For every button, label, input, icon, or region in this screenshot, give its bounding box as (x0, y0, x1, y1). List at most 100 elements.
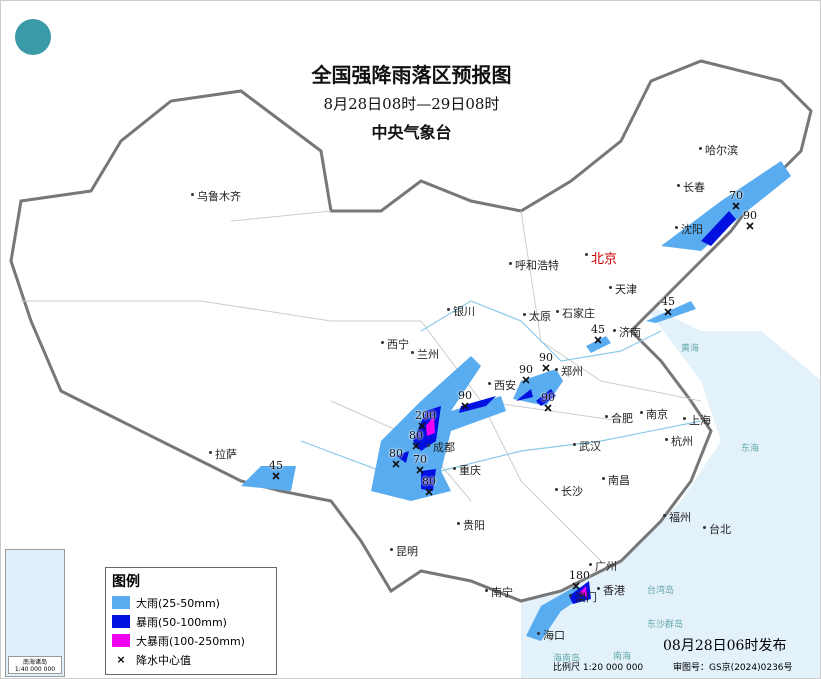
province-borders (21, 210, 702, 562)
map-title: 全国强降雨落区预报图 (311, 63, 512, 87)
cross-icon (272, 472, 280, 480)
city-label: 南宁 (485, 586, 513, 599)
city-label: 石家庄 (556, 307, 595, 320)
legend-item-torrential: 大暴雨(100-250mm) (112, 631, 276, 650)
city-label: 香港 (597, 584, 625, 597)
rain-center-value: 200 (415, 409, 436, 422)
rain-center-value: 90 (743, 209, 757, 222)
rain-center-value: 80 (409, 429, 423, 442)
legend-title: 图例 (112, 574, 140, 590)
torrential-rain-areas (426, 416, 587, 597)
city-label: 广州 (589, 560, 617, 573)
city-label: 上海 (683, 414, 711, 427)
issuer: 中央气象台 (371, 123, 452, 142)
city-label: 福州 (663, 511, 691, 524)
city-label: 西宁 (381, 338, 409, 351)
forecast-period: 8月28日08时—29日08时 (323, 95, 500, 113)
city-label: 合肥 (605, 412, 633, 425)
rain-center-value: 90 (539, 351, 553, 364)
city-label: 南京 (640, 408, 668, 421)
legend-item-center: × 降水中心值 (112, 650, 276, 669)
legend-label: 暴雨(50-100mm) (136, 615, 227, 629)
rain-center-value: 180 (569, 569, 590, 582)
city-label: 重庆 (453, 464, 481, 477)
rain-center-value: 90 (519, 363, 533, 376)
city-label: 武汉 (573, 440, 601, 453)
cross-icon (412, 442, 420, 450)
rain-center-value: 80 (422, 475, 436, 488)
legend: 图例 大雨(25-50mm) 暴雨(50-100mm) 大暴雨(100-250m… (105, 567, 277, 675)
cross-icon (418, 422, 426, 430)
geo-label: 东沙群岛 (647, 620, 684, 630)
city-label: 乌鲁木齐 (191, 190, 241, 203)
cross-icon (392, 460, 400, 468)
city-label: 太原 (523, 310, 551, 323)
city-label: 沈阳 (675, 223, 703, 236)
geo-label: 海南岛 (553, 654, 581, 664)
city-label: 天津 (609, 283, 637, 296)
legend-label: 大雨(25-50mm) (136, 596, 220, 610)
cross-icon (416, 466, 424, 474)
city-label: 南昌 (602, 474, 630, 487)
scale-text: 比例尺 1:20 000 000 (553, 663, 644, 673)
cross-icon (594, 336, 602, 344)
city-label: 贵阳 (457, 519, 485, 532)
cross-icon (544, 404, 552, 412)
geo-label: 台湾岛 (647, 586, 675, 596)
cross-icon (572, 582, 580, 590)
city-label: 济南 (613, 326, 641, 339)
city-label: 郑州 (555, 365, 583, 378)
city-label: 银川 (447, 305, 475, 318)
map-review-number: 审图号：GS京(2024)0236号 (673, 663, 793, 673)
city-label: 西安 (488, 379, 516, 392)
issue-time: 08月28日06时发布 (663, 638, 787, 654)
city-label: 长春 (677, 181, 705, 194)
city-label: 长沙 (555, 485, 583, 498)
sea-area (521, 301, 820, 678)
legend-label: 降水中心值 (136, 653, 191, 667)
rain-center-value: 90 (458, 389, 472, 402)
city-label: 杭州 (665, 435, 693, 448)
rainstorm-swatch (112, 615, 130, 628)
cross-icon (425, 488, 433, 496)
cross-icon: × (116, 653, 126, 666)
capital-label: 北京 (584, 248, 617, 267)
rain-center-value: 45 (661, 295, 675, 308)
inset-scale: 1:40 000 000 (14, 666, 56, 673)
city-label: 昆明 (390, 545, 418, 558)
city-label: 呼和浩特 (509, 259, 559, 272)
city-label: 台北 (703, 523, 731, 536)
cross-icon (746, 222, 754, 230)
rain-center-value: 45 (591, 323, 605, 336)
torrential-swatch (112, 634, 130, 647)
legend-item-heavy-rain: 大雨(25-50mm) (112, 593, 276, 612)
city-label: 澳门 (569, 591, 597, 604)
city-label: 海口 (537, 629, 565, 642)
cross-icon (522, 376, 530, 384)
cross-icon (664, 308, 672, 316)
rain-center-value: 90 (541, 391, 555, 404)
south-china-sea-inset: 南海诸岛 1:40 000 000 (5, 549, 65, 677)
rain-center-markers (272, 202, 754, 590)
geo-label: 南海 (613, 652, 632, 662)
cma-logo-icon (15, 19, 51, 55)
city-label: 哈尔滨 (699, 144, 738, 157)
cross-icon (461, 402, 469, 410)
cross-icon (732, 202, 740, 210)
geo-label: 黄海 (681, 344, 700, 354)
cross-icon (542, 364, 550, 372)
rain-center-value: 70 (413, 453, 427, 466)
city-label: 成都 (427, 441, 455, 454)
legend-label: 大暴雨(100-250mm) (136, 634, 245, 648)
city-label: 兰州 (411, 348, 439, 361)
china-border (9, 59, 813, 603)
river-lines (300, 300, 702, 472)
rain-center-value: 80 (389, 447, 403, 460)
rain-center-value: 70 (729, 189, 743, 202)
legend-item-rainstorm: 暴雨(50-100mm) (112, 612, 276, 631)
heavy-rain-swatch (112, 596, 130, 609)
rain-center-value: 45 (269, 459, 283, 472)
city-label: 拉萨 (209, 448, 237, 461)
